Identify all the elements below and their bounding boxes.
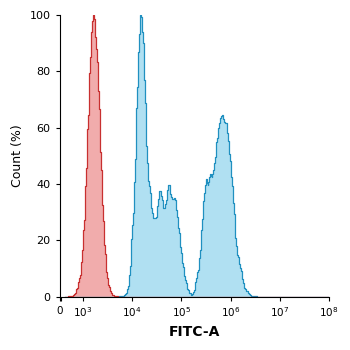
X-axis label: FITC-A: FITC-A — [169, 325, 220, 339]
Y-axis label: Count (%): Count (%) — [11, 125, 24, 187]
